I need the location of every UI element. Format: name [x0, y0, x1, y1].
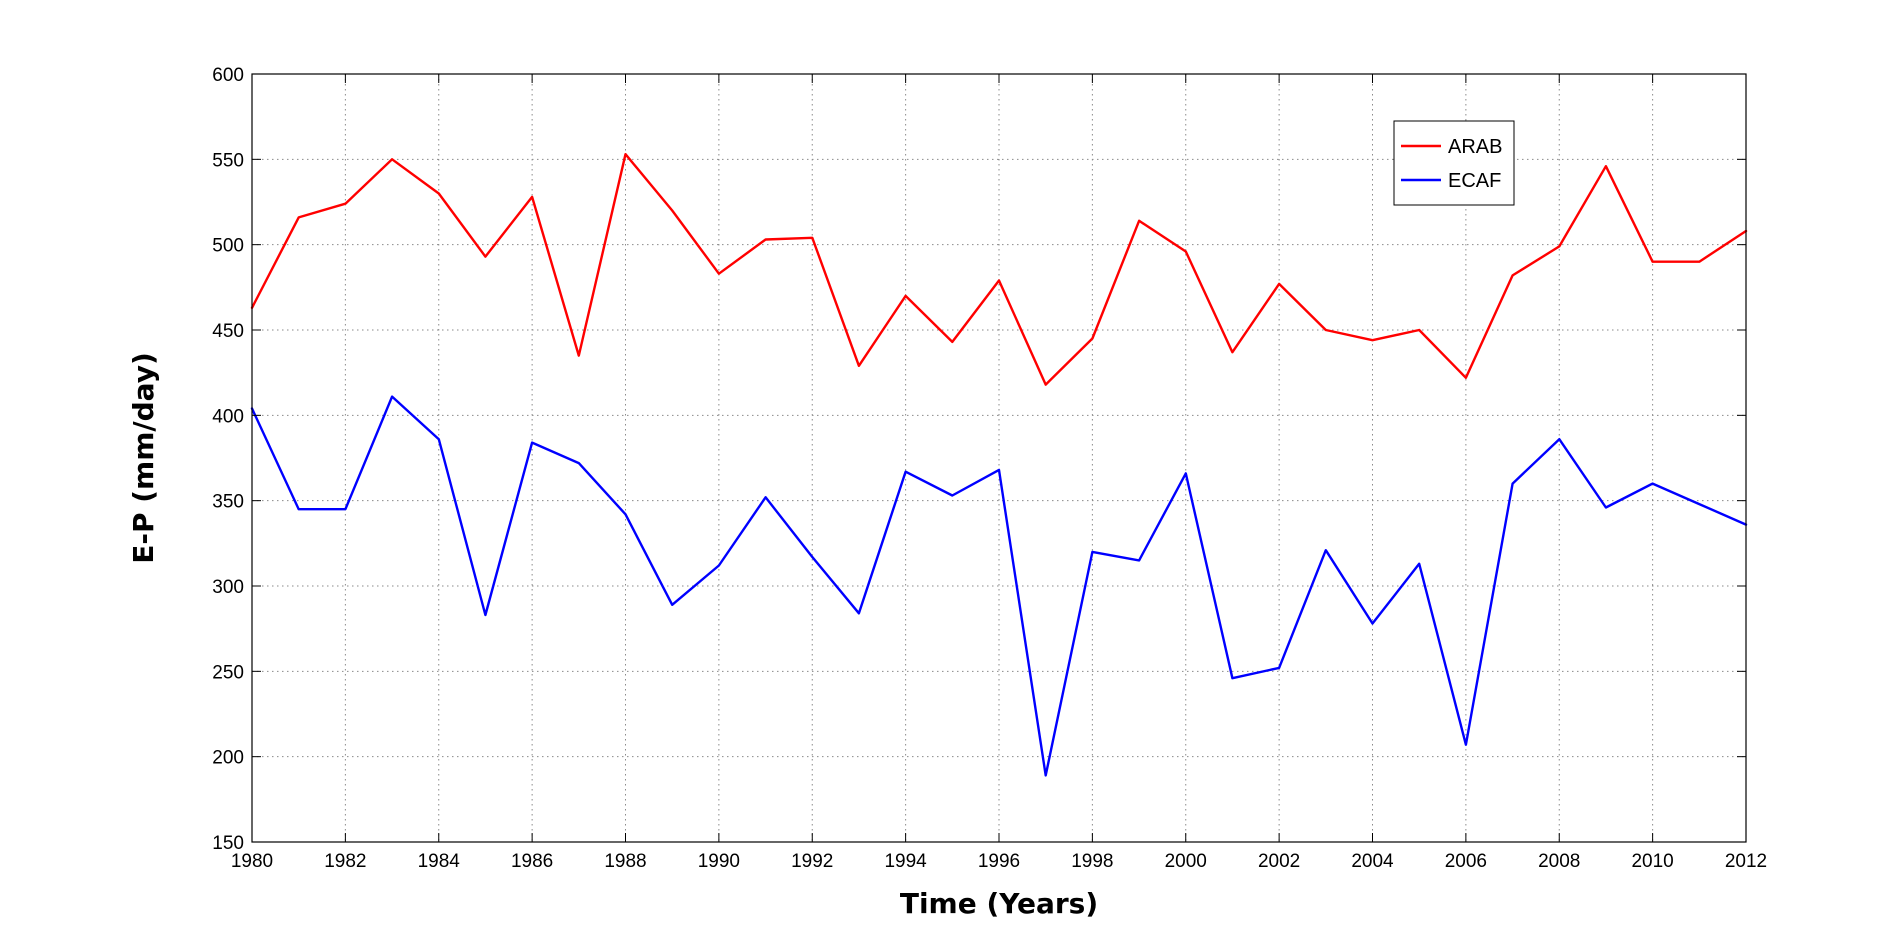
series-line-arab	[250, 152, 1748, 386]
x-tick-label: 1980	[231, 851, 273, 872]
x-tick-label: 1986	[511, 851, 553, 872]
y-tick-label: 450	[212, 321, 244, 342]
series-layer	[250, 152, 1748, 777]
legend-box	[1393, 120, 1515, 206]
legend-label-arab: ARAB	[1448, 136, 1502, 158]
y-tick-label: 250	[212, 662, 244, 683]
x-tick-label: 2006	[1445, 851, 1487, 872]
x-tick-labels: 1980 1982 1984 1986 1988 1990 1992 1994 1996 1998…	[231, 851, 1767, 872]
y-axis-title: E-P (mm/day)	[127, 352, 160, 564]
legend: ARAB ECAF	[1393, 120, 1515, 206]
ticks	[251, 73, 1747, 843]
x-tick-label: 2000	[1165, 851, 1207, 872]
x-tick-label: 1982	[324, 851, 366, 872]
x-tick-label: 2002	[1258, 851, 1300, 872]
y-tick-label: 400	[212, 406, 244, 427]
x-tick-label: 2004	[1351, 851, 1394, 872]
x-tick-label: 1988	[604, 851, 646, 872]
y-tick-labels: 150 200 250 300 350 400 450 500 550 600	[212, 65, 244, 854]
y-tick-label: 350	[212, 492, 244, 513]
x-tick-label: 2012	[1725, 851, 1767, 872]
series-line-ecaf	[250, 395, 1748, 777]
x-tick-label: 2010	[1631, 851, 1673, 872]
y-tick-label: 500	[212, 236, 244, 257]
legend-label-ecaf: ECAF	[1448, 170, 1501, 192]
x-tick-label: 1998	[1071, 851, 1113, 872]
x-tick-label: 1984	[418, 851, 461, 872]
x-axis-title: Time (Years)	[900, 887, 1098, 920]
x-tick-label: 1992	[791, 851, 833, 872]
y-tick-label: 300	[212, 577, 244, 598]
y-tick-label: 600	[212, 65, 244, 86]
y-tick-label: 150	[212, 833, 244, 854]
x-tick-label: 2008	[1538, 851, 1580, 872]
grid	[252, 74, 1746, 842]
x-tick-label: 1990	[698, 851, 740, 872]
y-tick-label: 200	[212, 748, 244, 769]
x-tick-label: 1996	[978, 851, 1020, 872]
x-tick-label: 1994	[884, 851, 927, 872]
y-tick-label: 550	[212, 150, 244, 171]
